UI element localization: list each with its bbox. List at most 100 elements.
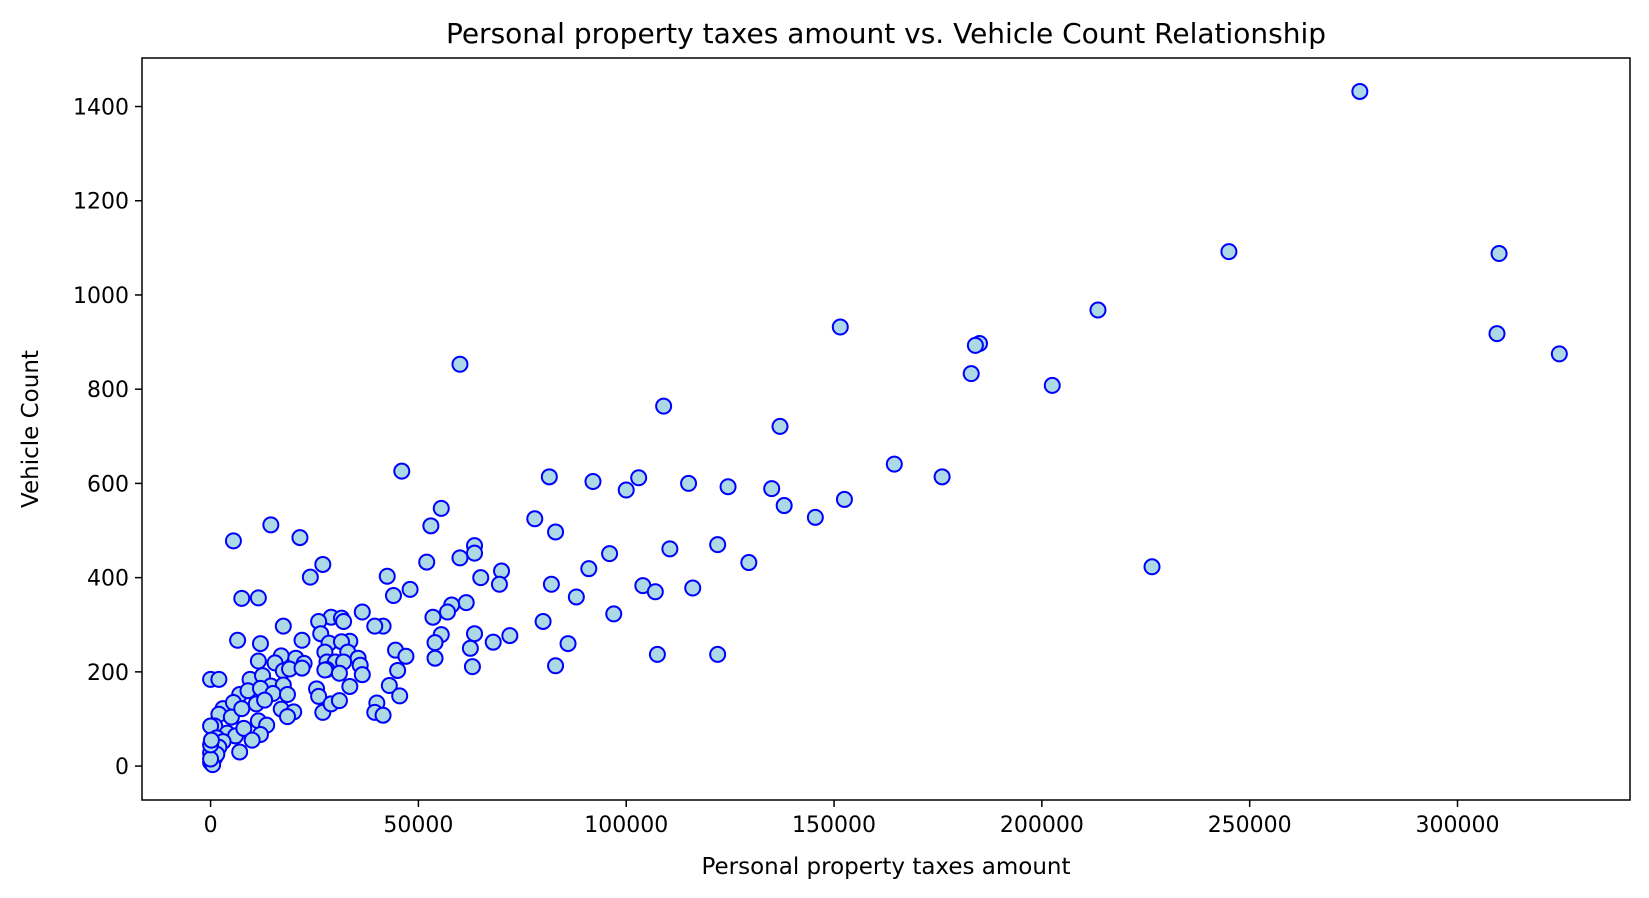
data-point xyxy=(353,666,371,684)
data-point xyxy=(291,529,309,547)
data-point xyxy=(648,645,666,663)
data-point xyxy=(680,474,698,492)
data-point xyxy=(542,575,560,593)
axis-ticks: 0 50000 100000 150000 200000 250000 300000 0 200… xyxy=(73,96,1500,838)
data-point xyxy=(229,631,247,649)
data-point xyxy=(763,480,781,498)
data-point xyxy=(601,545,619,563)
data-point xyxy=(380,677,398,695)
data-point xyxy=(233,700,251,718)
data-point xyxy=(567,588,585,606)
data-points xyxy=(202,82,1568,774)
y-tick-label: 600 xyxy=(87,472,129,497)
data-point xyxy=(366,617,384,635)
data-point xyxy=(684,579,702,597)
data-point xyxy=(233,589,251,607)
data-point xyxy=(962,365,980,383)
data-point xyxy=(249,652,267,670)
data-point xyxy=(418,553,436,571)
y-axis-title: Vehicle Count xyxy=(18,350,44,508)
data-point xyxy=(424,608,442,626)
data-point xyxy=(353,603,371,621)
data-point xyxy=(278,708,296,726)
y-tick-label: 1400 xyxy=(73,96,129,121)
data-point xyxy=(422,517,440,535)
data-point xyxy=(374,706,392,724)
x-tick-label: 200000 xyxy=(1000,813,1084,838)
data-point xyxy=(1220,243,1238,261)
data-point xyxy=(451,549,469,567)
data-point xyxy=(466,625,484,643)
data-point xyxy=(559,635,577,653)
data-point xyxy=(314,555,332,573)
data-point xyxy=(389,661,407,679)
data-point xyxy=(316,661,334,679)
data-point xyxy=(461,639,479,657)
data-point xyxy=(251,635,269,653)
data-point xyxy=(330,692,348,710)
y-tick-label: 400 xyxy=(87,567,129,592)
x-tick-label: 150000 xyxy=(792,813,876,838)
y-tick-label: 200 xyxy=(87,661,129,686)
data-point xyxy=(249,589,267,607)
data-point xyxy=(451,355,469,373)
data-point xyxy=(617,481,635,499)
data-point xyxy=(231,743,249,761)
x-tick-label: 50000 xyxy=(383,813,453,838)
data-point xyxy=(384,587,402,605)
data-point xyxy=(293,631,311,649)
data-point xyxy=(378,567,396,585)
data-point xyxy=(463,658,481,676)
data-point xyxy=(310,687,328,705)
data-point xyxy=(432,499,450,517)
y-tick-label: 1000 xyxy=(73,284,129,309)
y-tick-label: 1200 xyxy=(73,190,129,215)
data-point xyxy=(655,397,673,415)
data-point xyxy=(547,657,565,675)
data-point xyxy=(771,417,789,435)
data-point xyxy=(709,645,727,663)
data-point xyxy=(580,560,598,578)
x-tick-label: 100000 xyxy=(584,813,668,838)
data-point xyxy=(256,691,274,709)
data-point xyxy=(547,523,565,541)
data-point xyxy=(835,490,853,508)
data-point xyxy=(1550,345,1568,363)
data-point xyxy=(1089,301,1107,319)
data-point xyxy=(426,634,444,652)
data-point xyxy=(1488,325,1506,343)
data-point xyxy=(301,568,319,586)
y-tick-label: 800 xyxy=(87,378,129,403)
data-point xyxy=(278,685,296,703)
data-point xyxy=(397,647,415,665)
data-point xyxy=(224,532,242,550)
y-tick-label: 0 xyxy=(115,755,129,780)
data-point xyxy=(1490,245,1508,263)
data-point xyxy=(646,583,664,601)
data-point xyxy=(885,455,903,473)
chart-title: Personal property taxes amount vs. Vehic… xyxy=(446,17,1326,50)
data-point xyxy=(605,605,623,623)
data-point xyxy=(262,516,280,534)
data-point xyxy=(719,478,737,496)
data-point xyxy=(831,318,849,336)
data-point xyxy=(490,575,508,593)
data-point xyxy=(335,612,353,630)
x-tick-label: 0 xyxy=(204,813,218,838)
data-point xyxy=(661,540,679,558)
data-point xyxy=(202,750,220,768)
data-point xyxy=(426,649,444,667)
data-point xyxy=(501,627,519,645)
data-point xyxy=(806,508,824,526)
data-point xyxy=(457,594,475,612)
data-point xyxy=(210,670,228,688)
data-point xyxy=(540,468,558,486)
data-point xyxy=(709,536,727,554)
data-point xyxy=(202,731,220,749)
data-point xyxy=(341,677,359,695)
data-point xyxy=(235,719,253,737)
data-point xyxy=(293,659,311,677)
data-point xyxy=(534,612,552,630)
data-point xyxy=(466,544,484,562)
